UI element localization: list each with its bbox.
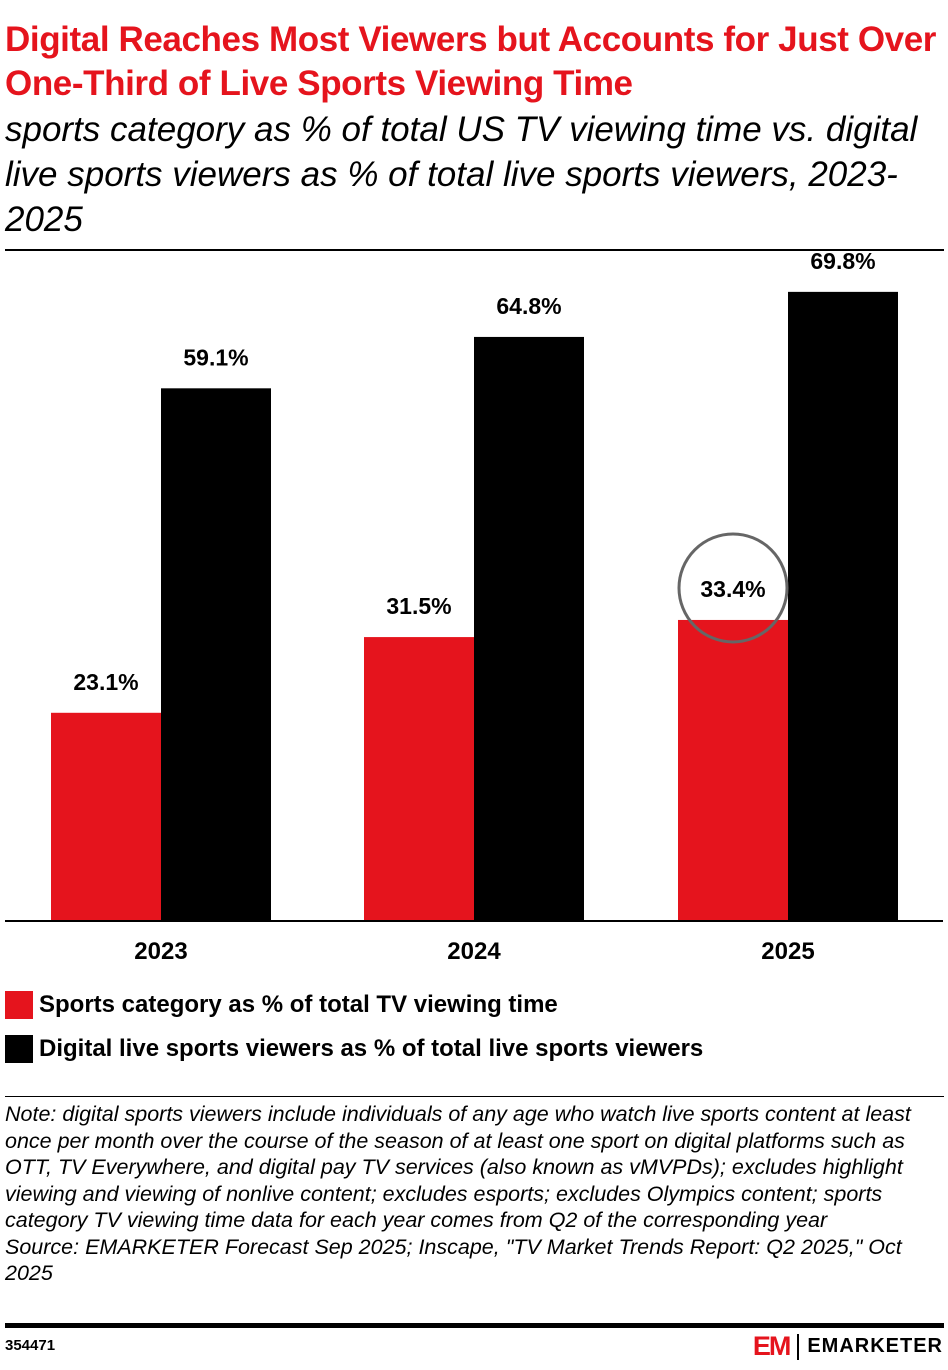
bar-2024-series-2 — [474, 336, 584, 921]
legend: Sports category as % of total TV viewing… — [5, 983, 703, 1071]
footer-divider — [5, 1323, 944, 1328]
brand-name: EMARKETER — [807, 1335, 943, 1357]
note-divider — [5, 1096, 944, 1097]
brand-separator — [797, 1333, 800, 1360]
chart-id: 354471 — [5, 1337, 56, 1354]
source: Source: EMARKETER Forecast Sep 2025; Ins… — [5, 1234, 902, 1286]
data-label: 69.8% — [810, 248, 875, 274]
legend-label: Sports category as % of total TV viewing… — [39, 991, 558, 1018]
brand: EM EMARKETER — [753, 1331, 943, 1362]
bar-2023-series-1 — [51, 712, 161, 921]
legend-swatch-red — [5, 991, 33, 1019]
title-divider — [5, 249, 944, 251]
annotation-circle — [677, 532, 789, 644]
data-label: 23.1% — [73, 669, 138, 695]
legend-swatch-black — [5, 1035, 33, 1063]
legend-item-digital-viewers: Digital live sports viewers as % of tota… — [5, 1027, 703, 1071]
data-label: 64.8% — [496, 293, 561, 319]
emarketer-logo: EM — [752, 1331, 791, 1361]
x-tick-label: 2024 — [447, 938, 501, 965]
legend-label: Digital live sports viewers as % of tota… — [39, 1035, 704, 1062]
note: Note: digital sports viewers include ind… — [5, 1102, 911, 1232]
note-text: Note: digital sports viewers include ind… — [5, 1101, 940, 1287]
data-label: 31.5% — [386, 593, 451, 619]
chart-title: Digital Reaches Most Viewers but Account… — [5, 20, 937, 103]
bar-2025-series-2 — [788, 291, 898, 921]
x-tick-label: 2025 — [761, 938, 814, 965]
data-label: 59.1% — [183, 344, 248, 370]
legend-item-sports-time: Sports category as % of total TV viewing… — [5, 983, 703, 1027]
bar-2024-series-1 — [364, 637, 474, 921]
chart-subtitle: sports category as % of total US TV view… — [5, 110, 918, 239]
bar-chart: 23.1% 59.1% 2023 31.5% 64.8% 2024 33.4% 69.8% 20… — [5, 248, 943, 965]
data-label: 33.4% — [700, 576, 765, 602]
bar-2023-series-2 — [161, 388, 271, 921]
x-tick-label: 2023 — [134, 938, 187, 965]
bar-2025-series-1 — [678, 619, 788, 921]
